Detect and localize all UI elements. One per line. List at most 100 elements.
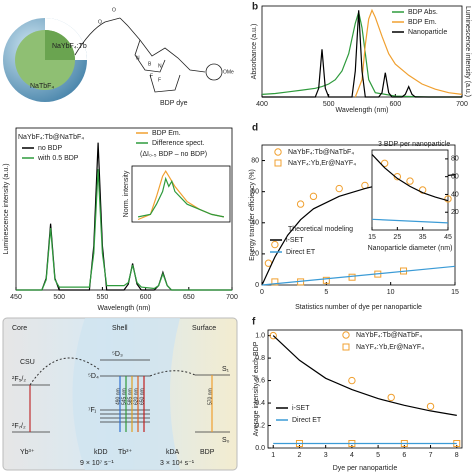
- y-tick-label: 1.0: [255, 332, 265, 339]
- x-tick-label: 550: [97, 294, 109, 301]
- legend-label: BDP Em.: [152, 130, 181, 137]
- series-line: [272, 335, 457, 416]
- y-axis-label: Absorbance (a.u.): [251, 24, 258, 80]
- y2-axis-label: Luminescence intensity (a.u.): [464, 6, 471, 97]
- transfer-arrow: [149, 370, 196, 377]
- series-line: [137, 176, 225, 218]
- x-axis-label: Statistics number of dye per nanoparticl…: [295, 304, 422, 311]
- series-line: [371, 153, 449, 202]
- marker: [296, 200, 305, 208]
- series-line: [261, 265, 456, 286]
- marker: [387, 393, 395, 402]
- x-tick-label: 1: [271, 452, 275, 459]
- ion-label: BDP: [200, 449, 215, 456]
- atom: OMe: [223, 69, 234, 75]
- atom: O: [98, 19, 102, 25]
- dye-structure: [74, 17, 206, 93]
- series-line: [371, 218, 449, 224]
- atom: N: [158, 63, 162, 69]
- atom: F: [158, 77, 161, 83]
- level-label: ²F₅/₂: [12, 376, 26, 383]
- panel-e: Core Shell Surface CSU ²F₅/₂ ²F₇/₂ ⁵D₃ ⁵…: [2, 317, 238, 471]
- ion-label: Yb³⁺: [20, 449, 35, 456]
- plot-frame: [261, 5, 463, 98]
- level-label: S₀: [222, 437, 230, 444]
- legend-label: no BDP: [38, 145, 62, 152]
- legend-label: NaYbF₄:Tb@NaTbF₄: [288, 149, 354, 156]
- plot-frame: [371, 149, 449, 231]
- y-tick-label: 0: [255, 282, 259, 289]
- legend-label: BDP Em.: [408, 19, 437, 26]
- phenyl-ring: [205, 63, 223, 81]
- y-tick-label: 0.2: [255, 422, 265, 429]
- y-axis-label: Energy transfer efficiency (%): [249, 169, 256, 261]
- level-label: ⁵D₄: [88, 373, 99, 380]
- annotation: (ΔI₀.₅ BDP – no BDP): [140, 151, 207, 158]
- x-tick-label: 10: [387, 289, 395, 296]
- series-line: [354, 8, 463, 98]
- x-tick-label: 6: [402, 452, 406, 459]
- x-tick-label: 4: [350, 452, 354, 459]
- atom: O: [112, 7, 116, 13]
- x-axis-label: Wavelength (nm): [335, 107, 388, 114]
- marker: [393, 172, 402, 181]
- x-tick-label: 3: [324, 452, 328, 459]
- y-tick-label: 80: [251, 157, 259, 164]
- x-tick-label: 45: [444, 234, 452, 241]
- marker: [274, 148, 282, 156]
- x-tick-label: 450: [10, 294, 22, 301]
- line-label: 490 nm: [115, 388, 121, 405]
- x-tick-label: 2: [298, 452, 302, 459]
- x-tick-label: 0: [260, 289, 264, 296]
- y-tick-label: 40: [451, 191, 459, 198]
- line-label: 570 nm: [207, 388, 213, 405]
- atom: N: [136, 55, 140, 61]
- rate-value: 9 × 10⁷ s⁻¹: [80, 460, 114, 467]
- y-tick-label: 40: [251, 220, 259, 227]
- y-tick-label: 60: [451, 174, 459, 181]
- x-tick-label: 700: [456, 101, 468, 108]
- marker: [269, 331, 277, 340]
- series-line: [261, 11, 462, 98]
- panel-a: NaYbF₄:Tb NaTbF₄ BDP dye O O N N B F F O…: [3, 7, 234, 107]
- rate-label: kDD: [94, 449, 108, 456]
- marker: [348, 376, 356, 385]
- legend-label: Nanoparticle: [408, 29, 447, 36]
- y-tick-label: 0.4: [255, 400, 265, 407]
- series-line: [16, 169, 232, 291]
- y-tick-label: 0.8: [255, 355, 265, 362]
- y-tick-label: 20: [451, 209, 459, 216]
- legend-label: i-SET: [286, 237, 304, 244]
- x-axis-label: Wavelength (nm): [97, 305, 150, 312]
- legend-label: Difference spect.: [152, 140, 204, 147]
- core-cut: [45, 30, 75, 60]
- plot-frame: [267, 329, 463, 449]
- marker: [380, 159, 389, 168]
- x-tick-label: 500: [323, 101, 335, 108]
- region-label: Shell: [112, 325, 128, 332]
- y-tick-label: 0.0: [255, 445, 265, 452]
- rate-value: 3 × 10⁴ s⁻¹: [160, 460, 195, 467]
- legend-label: with 0.5 BDP: [37, 155, 79, 162]
- marker: [406, 177, 414, 185]
- atom: B: [148, 61, 152, 67]
- x-tick-label: 5: [324, 289, 328, 296]
- x-tick-label: 650: [183, 294, 195, 301]
- x-axis-label: Nanoparticle diameter (nm): [368, 245, 453, 252]
- marker: [426, 402, 435, 411]
- marker: [322, 276, 330, 284]
- y-tick-label: 20: [251, 251, 259, 258]
- legend-label: Direct ET: [286, 249, 316, 256]
- legend-label: NaYF₄:Yb,Er@NaYF₄: [288, 160, 356, 167]
- level-label: ⁵D₃: [112, 351, 123, 358]
- y-tick-label: 60: [251, 189, 259, 196]
- series-line: [262, 10, 462, 98]
- ion-label: Tb³⁺: [118, 449, 133, 456]
- shell-label: NaTbF₄: [30, 83, 54, 90]
- x-tick-label: 400: [256, 101, 268, 108]
- y-axis-label: Luminescence intensity (a.u.): [3, 163, 10, 254]
- legend-label: NaYbF₄:Tb@NaTbF₄: [356, 332, 422, 339]
- x-tick-label: 15: [451, 289, 459, 296]
- level-label: S₁: [222, 366, 230, 373]
- x-axis-label: Dye per nanoparticle: [333, 465, 398, 472]
